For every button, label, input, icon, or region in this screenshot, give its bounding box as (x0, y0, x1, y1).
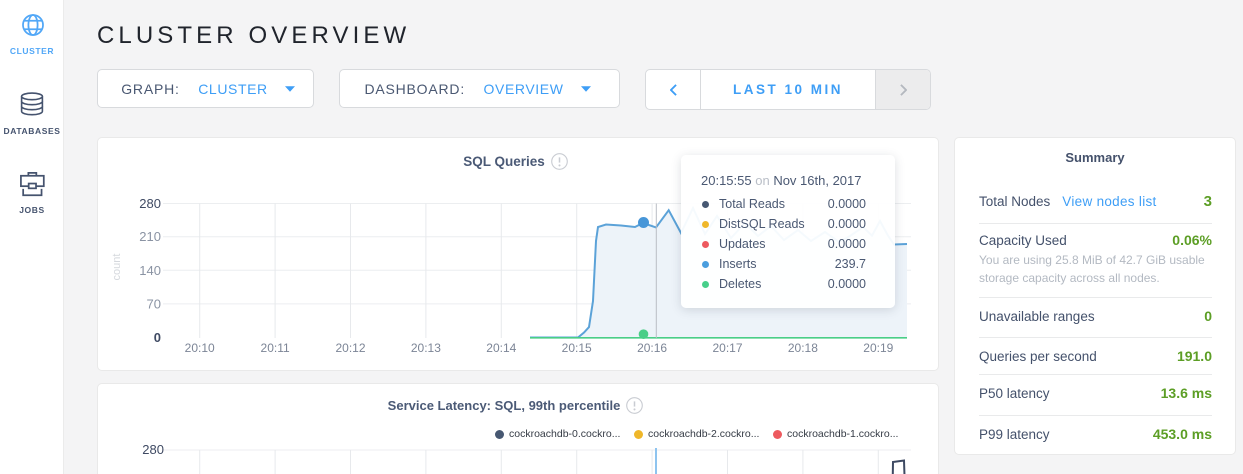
svg-text:20:16: 20:16 (637, 341, 667, 355)
svg-text:70: 70 (147, 296, 161, 311)
svg-text:210: 210 (139, 229, 161, 244)
svg-text:20:13: 20:13 (411, 341, 441, 355)
svg-text:20:11: 20:11 (261, 341, 290, 355)
svg-text:20:12: 20:12 (335, 341, 365, 355)
svg-text:280: 280 (139, 196, 161, 211)
svg-text:20:10: 20:10 (185, 341, 215, 355)
svg-text:280: 280 (142, 442, 164, 457)
svg-text:20:14: 20:14 (486, 341, 516, 355)
svg-text:20:15: 20:15 (562, 341, 592, 355)
svg-text:140: 140 (139, 263, 161, 278)
svg-text:0: 0 (154, 330, 161, 345)
svg-text:20:19: 20:19 (863, 341, 893, 355)
svg-text:count: count (111, 254, 123, 281)
svg-text:20:18: 20:18 (788, 341, 818, 355)
svg-text:20:17: 20:17 (712, 341, 742, 355)
